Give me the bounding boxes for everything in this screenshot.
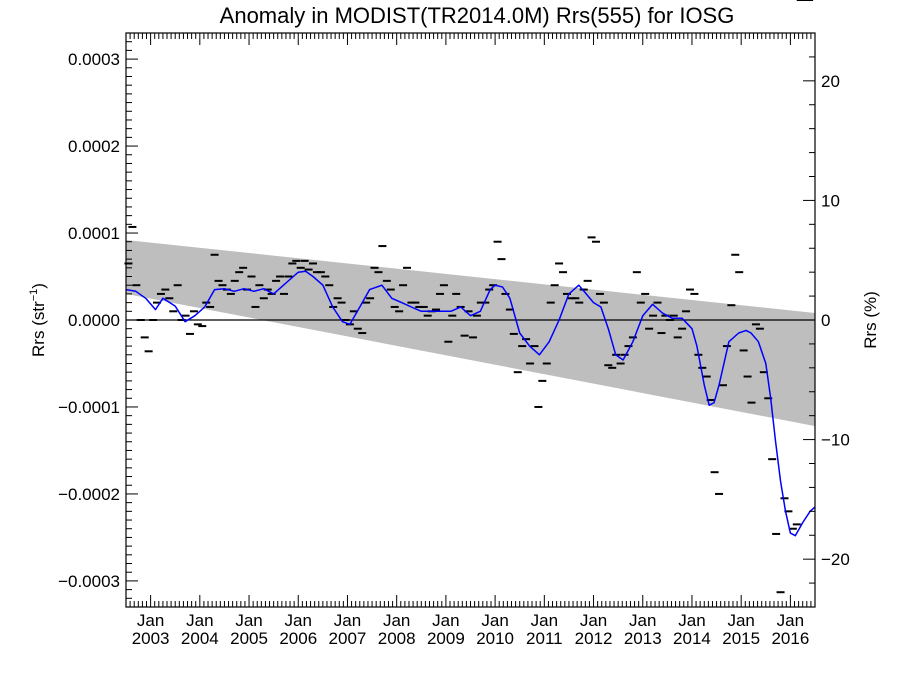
x-tick-year-label: 2010: [476, 629, 514, 648]
x-tick-month-label: Jan: [137, 611, 164, 630]
x-tick-year-label: 2004: [181, 629, 219, 648]
x-tick-year-label: 2008: [378, 629, 416, 648]
x-tick-month-label: Jan: [481, 611, 508, 630]
y-right-tick-label: −20: [821, 550, 850, 569]
y-axis-label-left: Rrs (str−1): [28, 283, 48, 357]
data-points-layer: [124, 0, 814, 594]
trend-line: [125, 270, 816, 537]
ticks-layer: 0.0003 0.0002 0.0001 0.0000 −0.0001 −0.0002 −0…: [58, 32, 850, 648]
y-right-tick-label: 20: [821, 72, 840, 91]
x-tick-year-label: 2015: [722, 629, 760, 648]
y-tick-label: −0.0003: [58, 572, 120, 591]
x-tick-month-label: Jan: [678, 611, 705, 630]
y-axis-label-sup: −1: [28, 289, 40, 302]
x-tick-year-label: 2013: [624, 629, 662, 648]
y-tick-label: 0.0002: [68, 137, 120, 156]
y-right-tick-label: 10: [821, 191, 840, 210]
x-tick-year-label: 2005: [230, 629, 268, 648]
uncertainty-band: [126, 239, 815, 427]
x-tick-month-label: Jan: [432, 611, 459, 630]
x-tick-year-label: 2006: [279, 629, 317, 648]
y-axis-label-right: Rrs (%): [861, 291, 880, 349]
uncertainty-band-layer: [126, 239, 815, 427]
y-right-tick-label: 0: [821, 311, 830, 330]
x-tick-month-label: Jan: [531, 611, 558, 630]
x-tick-year-label: 2003: [132, 629, 170, 648]
chart-title: Anomaly in MODIST(TR2014.0M) Rrs(555) fo…: [220, 3, 735, 28]
x-tick-month-label: Jan: [285, 611, 312, 630]
y-axis-label-end: ): [29, 283, 48, 289]
x-tick-month-label: Jan: [383, 611, 410, 630]
x-tick-year-label: 2016: [771, 629, 809, 648]
x-tick-year-label: 2014: [673, 629, 711, 648]
x-tick-year-label: 2007: [329, 629, 367, 648]
x-tick-month-label: Jan: [186, 611, 213, 630]
x-tick-month-label: Jan: [727, 611, 754, 630]
x-tick-year-label: 2012: [575, 629, 613, 648]
x-tick-month-label: Jan: [235, 611, 262, 630]
x-tick-year-label: 2009: [427, 629, 465, 648]
x-tick-month-label: Jan: [777, 611, 804, 630]
y-tick-label: 0.0000: [68, 311, 120, 330]
x-tick-year-label: 2011: [526, 629, 563, 648]
trend-line-layer: [125, 270, 816, 537]
y-tick-label: 0.0001: [68, 224, 120, 243]
x-tick-month-label: Jan: [580, 611, 607, 630]
y-tick-label: −0.0001: [58, 398, 120, 417]
y-tick-label: 0.0003: [68, 50, 120, 69]
y-axis-label-base: Rrs (str: [29, 301, 48, 357]
y-tick-label: −0.0002: [58, 485, 120, 504]
y-right-tick-label: −10: [821, 431, 850, 450]
x-tick-month-label: Jan: [629, 611, 656, 630]
x-tick-month-label: Jan: [334, 611, 361, 630]
